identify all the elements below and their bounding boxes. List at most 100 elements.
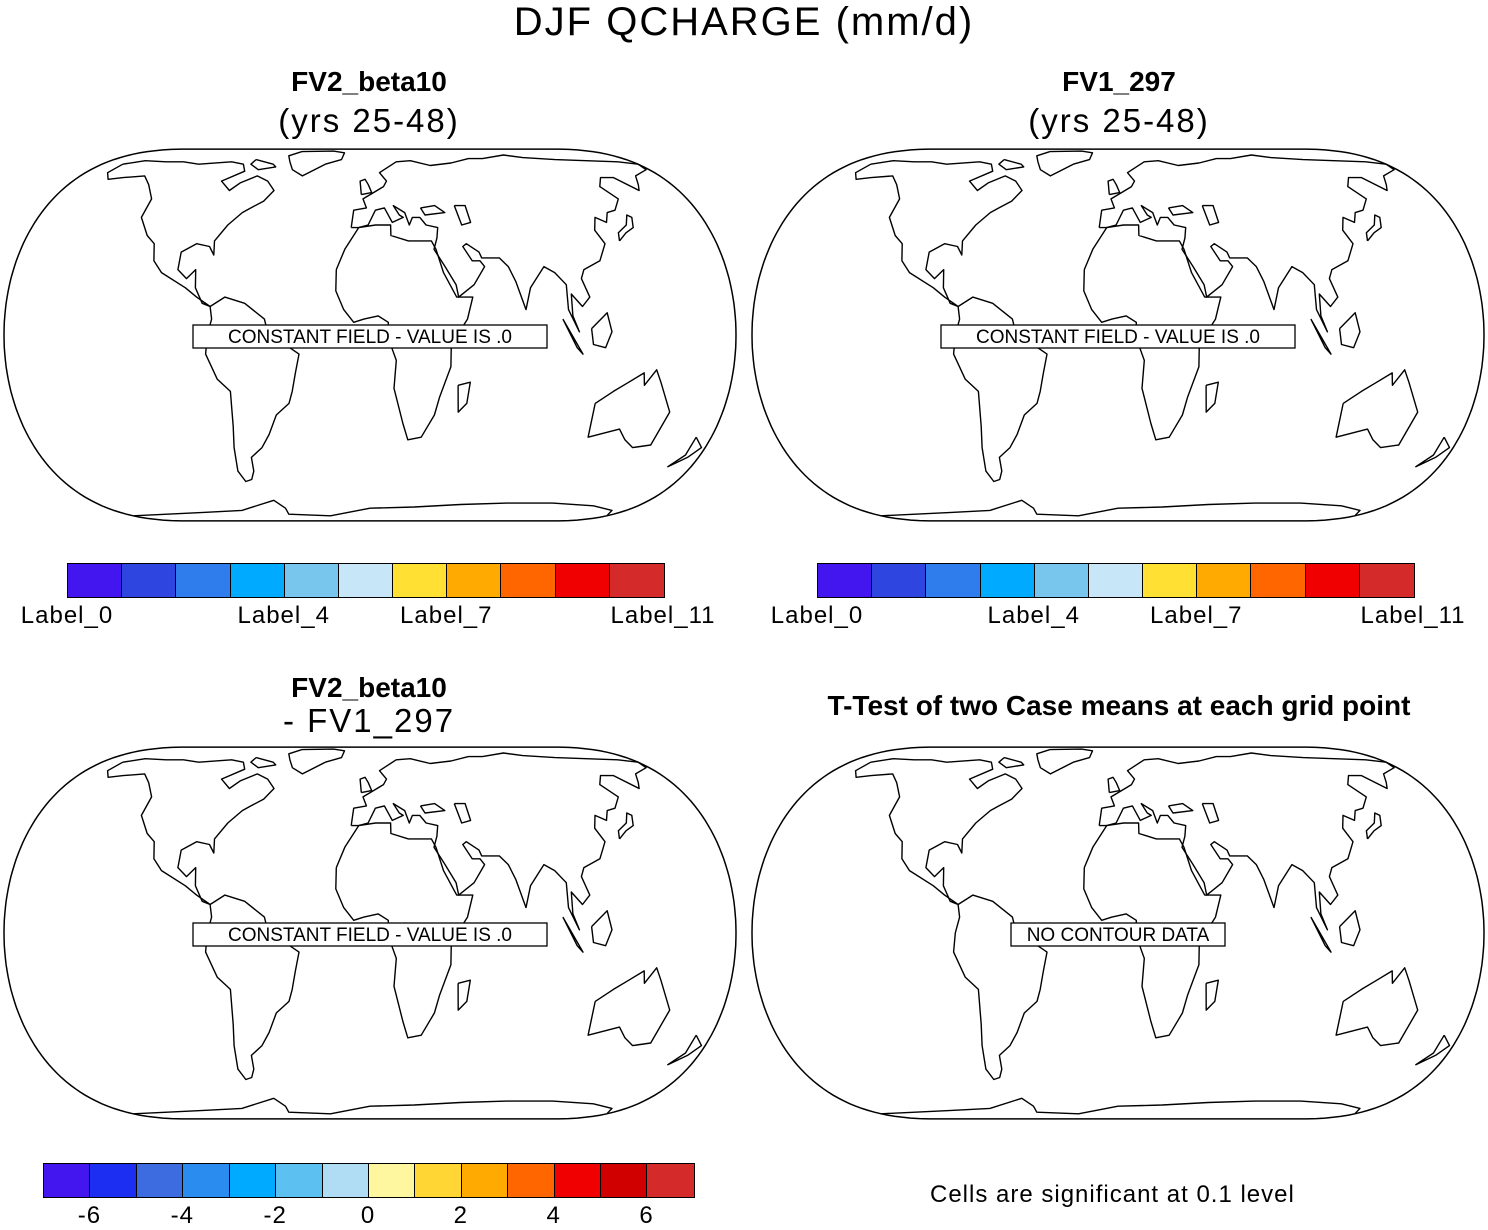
coastline (335, 822, 474, 1039)
cb3-label: -2 (263, 1202, 287, 1229)
coastline (335, 224, 474, 441)
cb1-swatch (609, 564, 664, 597)
cb3-swatch (90, 1164, 137, 1197)
coastline (1310, 318, 1332, 355)
coastline (562, 916, 584, 953)
coastline (1036, 150, 1094, 177)
coastline (587, 967, 671, 1047)
cb3-label: 2 (453, 1202, 469, 1229)
colorbar-panel-3 (43, 1163, 695, 1198)
coastline (419, 802, 446, 814)
coastline (359, 178, 373, 196)
coastline (1365, 812, 1382, 840)
cb3-label: 6 (639, 1202, 654, 1229)
cb2-swatch (1251, 564, 1306, 597)
coastline (1098, 154, 1395, 333)
coastline (881, 1097, 1361, 1115)
info-box-text: CONSTANT FIELD - VALUE IS .0 (976, 327, 1260, 348)
cb2-label: Label_4 (987, 602, 1080, 629)
cb3-swatch (136, 1164, 184, 1197)
coastline (1107, 776, 1121, 794)
coastline (587, 369, 671, 449)
coastline (617, 812, 634, 840)
significance-note: Cells are significant at 0.1 level (930, 1181, 1295, 1208)
cb3-swatch (368, 1164, 416, 1197)
cb1-swatch (284, 564, 339, 597)
coastline (1365, 214, 1382, 242)
cb2-swatch (1359, 564, 1414, 597)
cb2-label: Label_11 (1360, 602, 1466, 629)
cb3-label: -4 (170, 1202, 194, 1229)
cb3-swatch (461, 1164, 509, 1197)
coastline (453, 802, 472, 824)
coastline (1338, 910, 1361, 947)
coastline (1415, 1034, 1451, 1066)
cb1-swatch (555, 564, 610, 597)
coastline (1205, 381, 1219, 413)
coastline (133, 1097, 613, 1115)
cb1-swatch (122, 564, 177, 597)
panel1-title: FV2_beta10 (291, 66, 447, 97)
cb1-swatch (176, 564, 231, 597)
cb1-swatch (501, 564, 556, 597)
coastline (453, 204, 472, 226)
map-panel-3: CONSTANT FIELD - VALUE IS .0 (3, 746, 737, 1120)
cb1-label: Label_4 (237, 602, 330, 629)
coastline (1310, 916, 1332, 953)
coastline (1167, 204, 1194, 216)
coastline (419, 204, 446, 216)
cb3-label: -6 (77, 1202, 102, 1229)
map-panel-2: CONSTANT FIELD - VALUE IS .0 (751, 148, 1485, 522)
coastline (562, 318, 584, 355)
map-panel-4: NO CONTOUR DATA (751, 746, 1485, 1120)
cb3-swatch (508, 1164, 555, 1197)
cb3-swatch (322, 1164, 369, 1197)
cb2-swatch (980, 564, 1035, 597)
coastline (350, 752, 647, 931)
coastline (457, 381, 471, 413)
coastline (457, 979, 471, 1011)
coastline (998, 756, 1025, 769)
cb3-swatch (601, 1164, 648, 1197)
cb2-swatch (926, 564, 981, 597)
coastline (1036, 748, 1094, 775)
cb2-swatch (1197, 564, 1252, 597)
info-box (192, 922, 548, 947)
cb3-swatch (229, 1164, 277, 1197)
cb3-swatch (183, 1164, 230, 1197)
panel1-subtitle: (yrs 25-48) (278, 102, 460, 139)
coastline (359, 776, 373, 794)
panel4-title: T-Test of two Case means at each grid po… (827, 690, 1411, 721)
coastline (1338, 312, 1361, 349)
colorbar-panel-2 (817, 563, 1415, 598)
cb2-label: Label_0 (770, 602, 864, 629)
cb2-swatch (818, 564, 873, 597)
coastline (1107, 178, 1121, 196)
cb1-label: Label_11 (610, 602, 716, 629)
coastline (350, 154, 647, 333)
cb2-swatch (1305, 564, 1360, 597)
coastline (590, 910, 613, 947)
coastline (250, 158, 277, 171)
coastline (1335, 967, 1419, 1047)
info-box (1010, 922, 1226, 947)
panel3-title: FV2_beta10 (291, 672, 447, 703)
cb1-label: Label_7 (400, 602, 493, 629)
cb3-swatch (415, 1164, 462, 1197)
cb2-swatch (1034, 564, 1089, 597)
coastline (667, 436, 703, 468)
coastline (854, 160, 1023, 308)
cb1-swatch (230, 564, 285, 597)
coastline (1083, 224, 1222, 441)
coastline (1098, 752, 1395, 931)
figure-title: DJF QCHARGE (mm/d) (513, 0, 975, 44)
info-box (192, 324, 548, 349)
cb1-swatch (338, 564, 394, 597)
coastline (667, 1034, 703, 1066)
cb1-swatch (68, 564, 123, 597)
cb2-label: Label_7 (1150, 602, 1243, 629)
coastline (617, 214, 634, 242)
coastline (106, 758, 275, 906)
coastline (1335, 369, 1419, 449)
coastline (288, 748, 346, 775)
